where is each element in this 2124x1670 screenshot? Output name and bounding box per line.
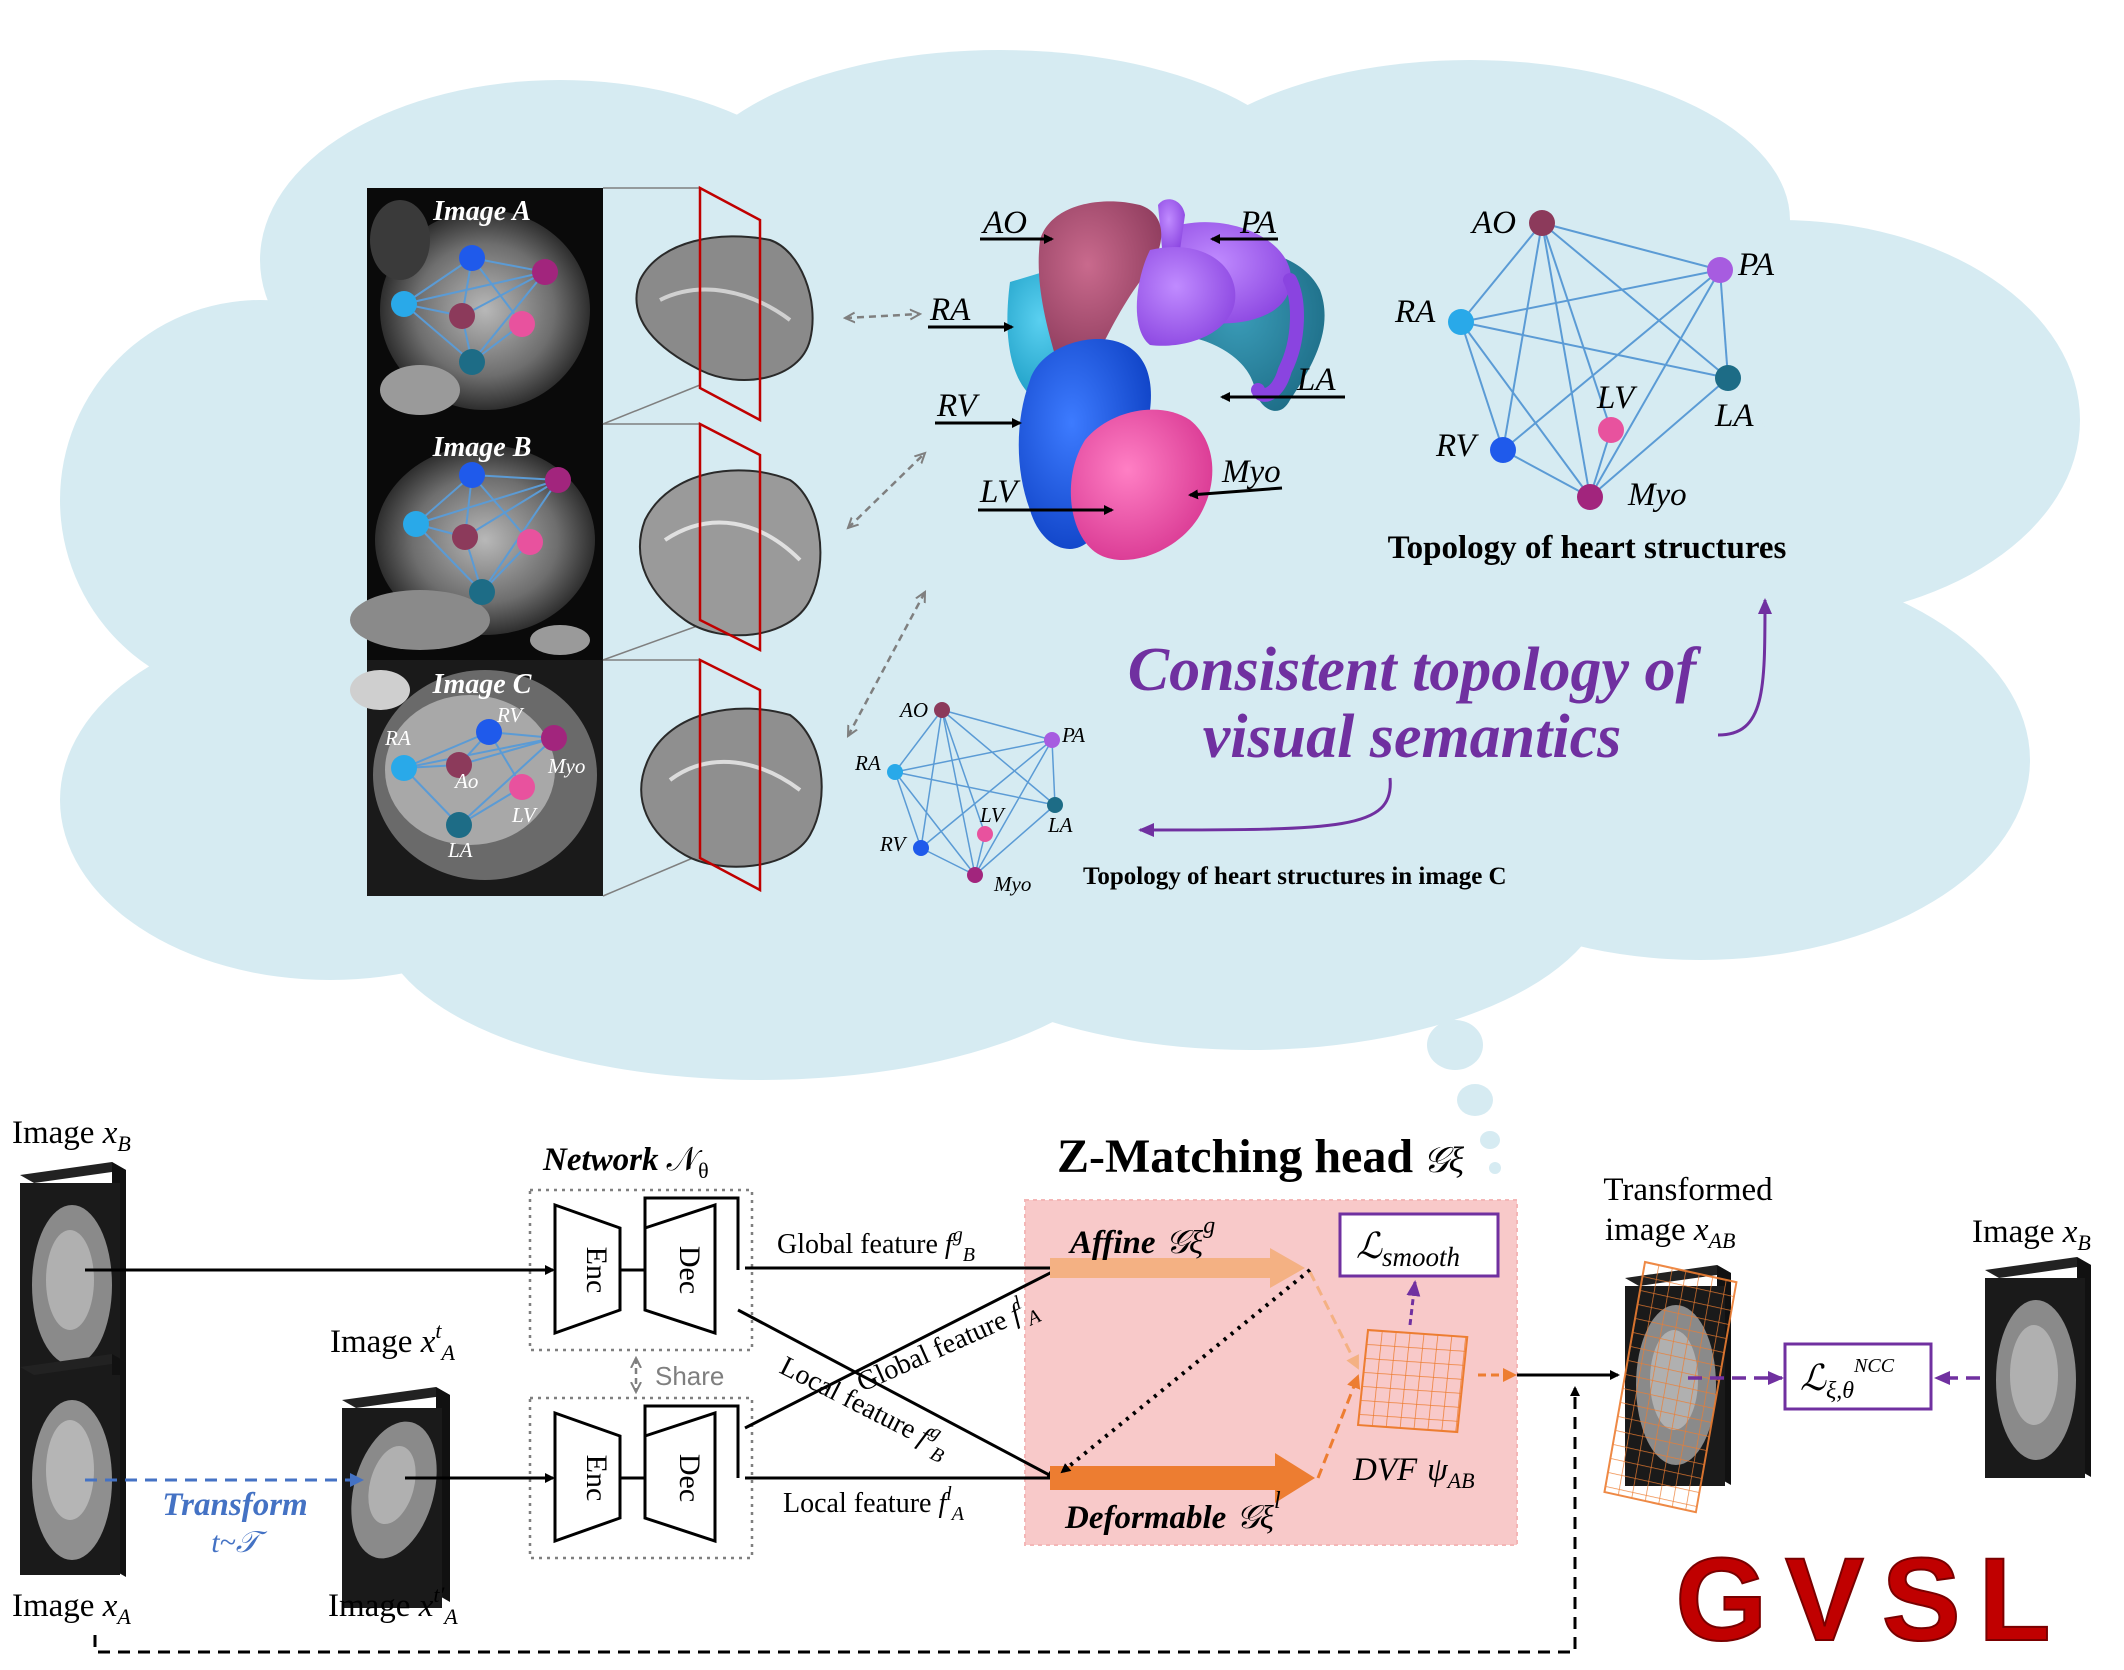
topo-large-myo: Myo bbox=[1627, 477, 1687, 513]
heart-label-ao: AO bbox=[981, 205, 1027, 241]
topology-large-caption: Topology of heart structures bbox=[1388, 530, 1787, 566]
affine-label: Affine 𝒢ξg bbox=[1068, 1213, 1215, 1261]
share-label: Share bbox=[655, 1361, 724, 1391]
network-title: Network 𝒩θ bbox=[542, 1142, 709, 1183]
volume-b bbox=[639, 421, 822, 653]
image-xta-label: Image xtA bbox=[330, 1318, 455, 1365]
transformed-label-1: Transformed bbox=[1603, 1172, 1773, 1208]
image-c-title: Image C bbox=[432, 669, 532, 700]
heart-label-myo: Myo bbox=[1221, 454, 1281, 490]
svg-text:Dec: Dec bbox=[673, 1454, 706, 1502]
image-xb-right-volume bbox=[1985, 1257, 2091, 1478]
image-a-title: Image A bbox=[432, 196, 531, 227]
svg-text:Image xtA: Image xtA bbox=[330, 1318, 455, 1365]
image-c-label-ao: Ao bbox=[453, 769, 478, 793]
svg-text:Enc: Enc bbox=[580, 1455, 613, 1502]
smooth-loss-box bbox=[1338, 1212, 1500, 1278]
image-c-label-myo: Myo bbox=[547, 754, 585, 778]
encoder-bottom: Enc bbox=[553, 1410, 622, 1544]
topo-small-rv: RV bbox=[879, 832, 907, 856]
svg-text:Image xB: Image xB bbox=[12, 1115, 131, 1156]
smooth-loss-label: ℒsmooth bbox=[1356, 1226, 1460, 1272]
topo-large-ao: AO bbox=[1470, 205, 1516, 241]
image-xa-label: Image xA bbox=[12, 1588, 131, 1629]
image-c-label-lv: LV bbox=[511, 803, 538, 827]
heart-label-lv: LV bbox=[979, 474, 1021, 510]
topo-small-ra: RA bbox=[854, 751, 881, 775]
ct-volume-connectors bbox=[602, 187, 701, 897]
decoder-bottom: Dec bbox=[643, 1410, 717, 1544]
transformed-image-volume bbox=[1603, 1260, 1738, 1514]
svg-text:Image xt′A: Image xt′A bbox=[328, 1582, 458, 1629]
heart-3d-model bbox=[1007, 199, 1325, 561]
volume-a bbox=[635, 185, 814, 423]
svg-text:Dec: Dec bbox=[673, 1246, 706, 1294]
svg-text:Enc: Enc bbox=[580, 1247, 613, 1294]
topo-large-pa: PA bbox=[1737, 247, 1775, 283]
topo-small-pa: PA bbox=[1061, 723, 1085, 747]
ct-image-a bbox=[367, 188, 603, 424]
image-c-label-la: LA bbox=[447, 838, 473, 862]
image-c-label-ra: RA bbox=[384, 726, 411, 750]
image-xa-volume bbox=[20, 1354, 126, 1577]
global-feature-b-label: Global feature fgB bbox=[777, 1224, 975, 1266]
topo-small-ao: AO bbox=[898, 698, 928, 722]
dvf-grid bbox=[1356, 1328, 1469, 1434]
topo-large-ra: RA bbox=[1394, 294, 1436, 330]
image-xb-left-label: Image xB bbox=[12, 1115, 131, 1156]
heart-label-rv: RV bbox=[936, 388, 981, 424]
svg-text:Image xA: Image xA bbox=[12, 1588, 131, 1629]
topo-small-myo: Myo bbox=[993, 872, 1031, 896]
heart-label-ra: RA bbox=[929, 292, 971, 328]
image-c-label-rv: RV bbox=[496, 703, 524, 727]
topo-small-lv: LV bbox=[979, 803, 1006, 827]
image-xtpa-label: Image xt′A bbox=[328, 1582, 458, 1629]
topo-large-lv: LV bbox=[1596, 380, 1638, 416]
transform-label: Transform bbox=[162, 1487, 307, 1523]
consistent-arrow-down bbox=[1138, 777, 1392, 837]
local-feature-a-label: Local feature flA bbox=[783, 1483, 965, 1525]
topo-large-la: LA bbox=[1714, 398, 1754, 434]
ncc-loss-label: ℒξ,θNCC bbox=[1800, 1355, 1895, 1404]
topology-small-caption: Topology of heart structures in image C bbox=[1083, 863, 1507, 890]
encoder-top: Enc bbox=[553, 1202, 622, 1336]
heart-label-arrows bbox=[928, 234, 1345, 515]
image-xb-left-volume bbox=[20, 1162, 126, 1383]
z-matching-head-title: Z-Matching head 𝒢ξ bbox=[1057, 1130, 1465, 1183]
gvsl-logo: GVSL bbox=[1675, 1534, 2068, 1665]
global-feature-a-label: Global feature flA bbox=[850, 1286, 1045, 1403]
ct-image-b bbox=[350, 424, 603, 660]
volume-heart-arrows bbox=[845, 314, 925, 736]
topology-graph-large bbox=[1448, 210, 1741, 510]
feature-lines bbox=[737, 1266, 1061, 1480]
image-xb-right-label: Image xB bbox=[1972, 1214, 2091, 1255]
topo-large-rv: RV bbox=[1435, 428, 1480, 464]
consistent-line-2: visual semantics bbox=[1203, 703, 1622, 771]
dvf-label: DVF ψAB bbox=[1352, 1452, 1475, 1493]
topology-graph-small bbox=[887, 702, 1063, 883]
deformable-arrow bbox=[1050, 1453, 1315, 1503]
transform-dist-label: t~𝒯 bbox=[211, 1526, 268, 1559]
image-b-title: Image B bbox=[432, 432, 532, 463]
topo-small-la: LA bbox=[1047, 813, 1073, 837]
affine-arrow bbox=[1050, 1248, 1305, 1288]
heart-label-la: LA bbox=[1296, 362, 1336, 398]
heart-label-pa: PA bbox=[1239, 205, 1277, 241]
image-xta-volume bbox=[342, 1387, 450, 1608]
consistent-line-1: Consistent topology of bbox=[1128, 636, 1702, 704]
transformed-label-2: image xAB bbox=[1605, 1212, 1735, 1253]
decoder-top: Dec bbox=[643, 1202, 717, 1336]
feedback-dashed-arrow bbox=[93, 1386, 1580, 1654]
volume-c bbox=[640, 657, 823, 893]
ncc-loss-box bbox=[1783, 1342, 1933, 1411]
consistent-arrow-up bbox=[1717, 598, 1772, 737]
deformable-label: Deformable 𝒢ξl bbox=[1064, 1488, 1281, 1536]
